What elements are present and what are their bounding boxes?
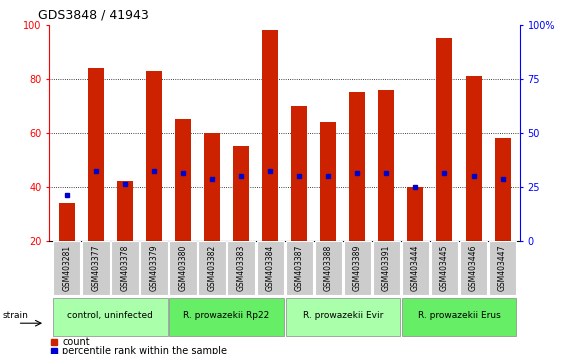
Bar xyxy=(233,146,249,241)
Text: GSM403389: GSM403389 xyxy=(353,245,362,291)
Bar xyxy=(204,133,220,241)
Text: GSM403379: GSM403379 xyxy=(149,245,159,291)
Text: GSM403444: GSM403444 xyxy=(411,245,420,291)
FancyBboxPatch shape xyxy=(170,241,197,295)
Text: GSM403446: GSM403446 xyxy=(469,245,478,291)
Text: R. prowazekii Evir: R. prowazekii Evir xyxy=(303,312,383,320)
Bar xyxy=(494,138,511,241)
Text: GSM403445: GSM403445 xyxy=(440,245,449,291)
Text: GSM403382: GSM403382 xyxy=(207,245,217,291)
FancyBboxPatch shape xyxy=(53,298,168,336)
Text: R. prowazekii Rp22: R. prowazekii Rp22 xyxy=(184,312,270,320)
Text: GSM403378: GSM403378 xyxy=(120,245,130,291)
Bar xyxy=(146,71,162,241)
FancyBboxPatch shape xyxy=(402,298,517,336)
Text: GSM403377: GSM403377 xyxy=(91,245,101,291)
Bar xyxy=(320,122,336,241)
FancyBboxPatch shape xyxy=(53,241,80,295)
FancyBboxPatch shape xyxy=(170,298,284,336)
Text: GSM403391: GSM403391 xyxy=(382,245,391,291)
Bar xyxy=(407,187,424,241)
Text: GSM403447: GSM403447 xyxy=(498,245,507,291)
Bar xyxy=(88,68,104,241)
Text: GSM403383: GSM403383 xyxy=(236,245,246,291)
FancyBboxPatch shape xyxy=(199,241,226,295)
FancyBboxPatch shape xyxy=(286,298,400,336)
Text: GSM403388: GSM403388 xyxy=(324,245,333,291)
FancyBboxPatch shape xyxy=(460,241,487,295)
FancyBboxPatch shape xyxy=(83,241,109,295)
FancyBboxPatch shape xyxy=(489,241,516,295)
Bar xyxy=(291,106,307,241)
Text: GSM403384: GSM403384 xyxy=(266,245,275,291)
Text: GSM403281: GSM403281 xyxy=(62,245,71,291)
Bar xyxy=(465,76,482,241)
FancyBboxPatch shape xyxy=(286,241,313,295)
FancyBboxPatch shape xyxy=(141,241,168,295)
Bar xyxy=(175,119,191,241)
Text: percentile rank within the sample: percentile rank within the sample xyxy=(62,346,227,354)
FancyBboxPatch shape xyxy=(402,241,429,295)
Bar xyxy=(378,90,394,241)
Bar xyxy=(436,38,453,241)
Text: R. prowazekii Erus: R. prowazekii Erus xyxy=(418,312,500,320)
FancyBboxPatch shape xyxy=(373,241,400,295)
Bar xyxy=(262,30,278,241)
Bar xyxy=(59,203,75,241)
FancyBboxPatch shape xyxy=(431,241,458,295)
Bar xyxy=(117,181,133,241)
FancyBboxPatch shape xyxy=(228,241,255,295)
FancyBboxPatch shape xyxy=(315,241,342,295)
Text: strain: strain xyxy=(3,310,29,320)
FancyBboxPatch shape xyxy=(257,241,284,295)
FancyBboxPatch shape xyxy=(344,241,371,295)
FancyBboxPatch shape xyxy=(112,241,139,295)
Text: GSM403387: GSM403387 xyxy=(295,245,304,291)
Text: GSM403380: GSM403380 xyxy=(178,245,188,291)
Text: control, uninfected: control, uninfected xyxy=(67,312,153,320)
Text: count: count xyxy=(62,337,89,347)
Bar xyxy=(349,92,365,241)
Text: GDS3848 / 41943: GDS3848 / 41943 xyxy=(38,9,149,22)
